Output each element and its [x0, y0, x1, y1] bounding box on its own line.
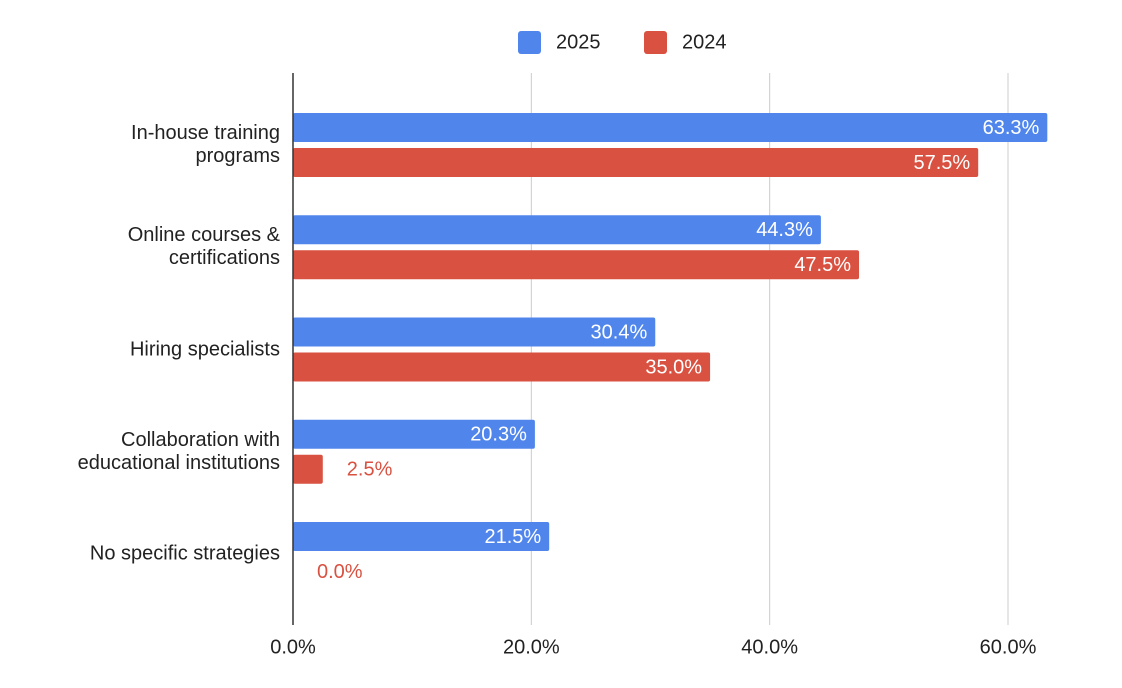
bar: [293, 454, 323, 484]
value-label: 30.4%: [591, 321, 648, 343]
bar: [293, 317, 656, 347]
value-label: 20.3%: [470, 424, 527, 446]
legend-swatch: [518, 31, 541, 54]
legend-label: 2024: [682, 31, 727, 53]
category-label: Hiring specialists: [129, 338, 280, 360]
bar: [293, 148, 979, 177]
x-tick-label: 60.0%: [980, 636, 1037, 658]
legend-label: 2025: [556, 31, 601, 53]
category-label: Collaboration with educational instituti…: [77, 428, 280, 474]
value-label: 44.3%: [756, 219, 813, 241]
value-label: 63.3%: [983, 117, 1040, 139]
value-label: 47.5%: [794, 254, 851, 276]
value-label: 21.5%: [484, 526, 541, 548]
x-tick-label: 20.0%: [503, 636, 560, 658]
value-label: 35.0%: [645, 356, 702, 378]
category-label: No specific strategies: [89, 542, 280, 565]
bar: [293, 522, 550, 551]
value-label: 0.0%: [317, 561, 363, 583]
x-tick-label: 40.0%: [741, 636, 798, 658]
category-label: Online courses & certifications: [127, 224, 280, 270]
category-label: In-house training programs: [131, 122, 280, 167]
value-label: 2.5%: [347, 459, 393, 481]
bar: [293, 352, 711, 382]
legend-swatch: [644, 31, 667, 54]
bar: [293, 250, 860, 280]
bar: [293, 113, 1048, 142]
value-label: 57.5%: [913, 152, 970, 174]
bar: [293, 419, 535, 449]
x-tick-label: 0.0%: [270, 636, 316, 658]
bar: [293, 215, 821, 245]
